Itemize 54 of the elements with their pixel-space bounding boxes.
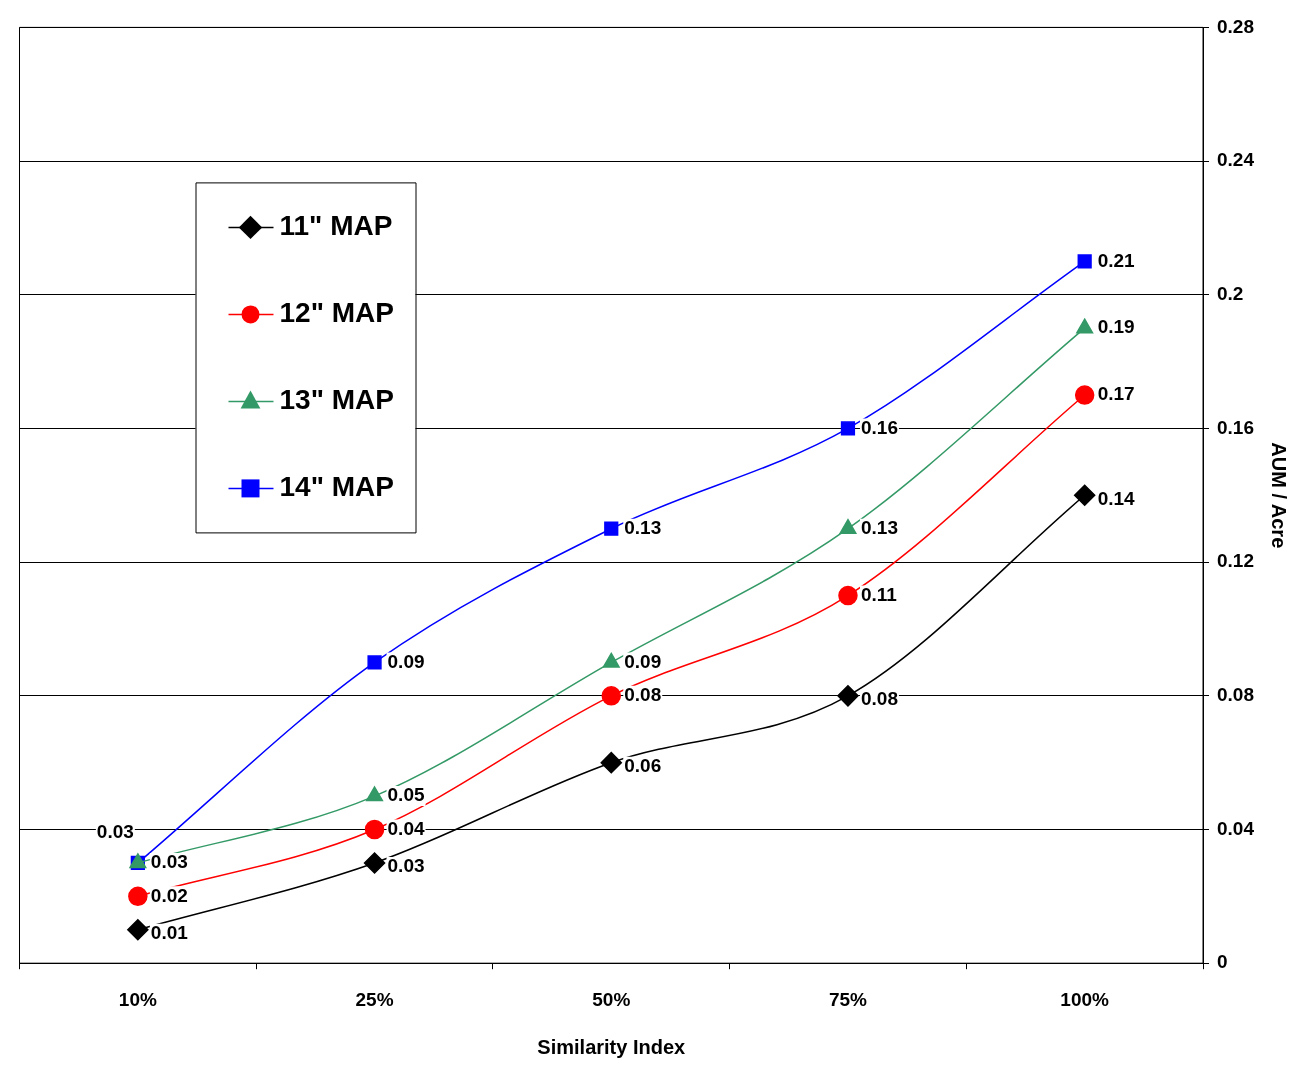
point [1073, 484, 1096, 507]
data-label: 0.08 [860, 688, 898, 710]
data-label: 0.09 [624, 650, 662, 672]
data-label: 0.05 [387, 784, 425, 806]
data-label: 0.21 [1097, 249, 1136, 271]
x-tick-label: 50% [592, 988, 631, 1010]
legend-label: 13" MAP [279, 384, 394, 416]
point [367, 655, 382, 670]
data-label: 0.13 [860, 516, 898, 538]
y-tick-label: 0 [1217, 951, 1228, 973]
point [837, 685, 859, 707]
legend-label: 11" MAP [279, 210, 393, 242]
point [128, 886, 148, 907]
x-tick-label: 25% [355, 988, 394, 1010]
legend-label: 14" MAP [279, 471, 394, 503]
point [363, 852, 386, 874]
y-tick-label: 0.28 [1217, 15, 1254, 37]
point [838, 585, 858, 606]
y-axis-title: AUM / Acre [1268, 442, 1291, 549]
y-tick-label: 0.12 [1217, 550, 1254, 572]
y-tick-label: 0.2 [1217, 283, 1244, 305]
x-axis-title: Similarity Index [537, 1035, 686, 1058]
point [366, 786, 384, 802]
point [601, 686, 622, 706]
data-label: 0.08 [624, 684, 662, 706]
point [127, 919, 149, 941]
point [604, 521, 619, 536]
y-tick-label: 0.08 [1217, 684, 1254, 706]
data-label: 0.09 [387, 650, 425, 672]
y-tick-label: 0.04 [1217, 817, 1255, 839]
x-tick-label: 75% [828, 988, 868, 1010]
data-label: 0.17 [1097, 383, 1135, 405]
y-tick-label: 0.16 [1217, 416, 1254, 438]
legend-label: 12" MAP [279, 297, 394, 329]
data-label: 0.03 [150, 851, 188, 873]
point [1074, 385, 1095, 405]
data-label: 0.03 [387, 855, 425, 877]
point [364, 819, 385, 840]
data-label: 0.19 [1097, 316, 1135, 338]
data-label: 0.01 [150, 922, 189, 944]
data-label: 0.14 [1097, 487, 1136, 509]
x-tick-label: 100% [1060, 988, 1110, 1010]
point [840, 421, 856, 436]
data-label: 0.04 [387, 817, 425, 839]
data-label: 0.06 [624, 754, 662, 776]
x-tick-label: 10% [118, 988, 157, 1010]
point [600, 751, 623, 774]
data-label: 0.03 [96, 821, 134, 843]
data-label: 0.13 [624, 516, 662, 538]
data-label: 0.02 [150, 884, 188, 906]
point [1077, 254, 1092, 269]
data-label: 0.11 [860, 583, 898, 605]
y-tick-label: 0.24 [1217, 149, 1255, 171]
data-label: 0.16 [860, 416, 898, 438]
